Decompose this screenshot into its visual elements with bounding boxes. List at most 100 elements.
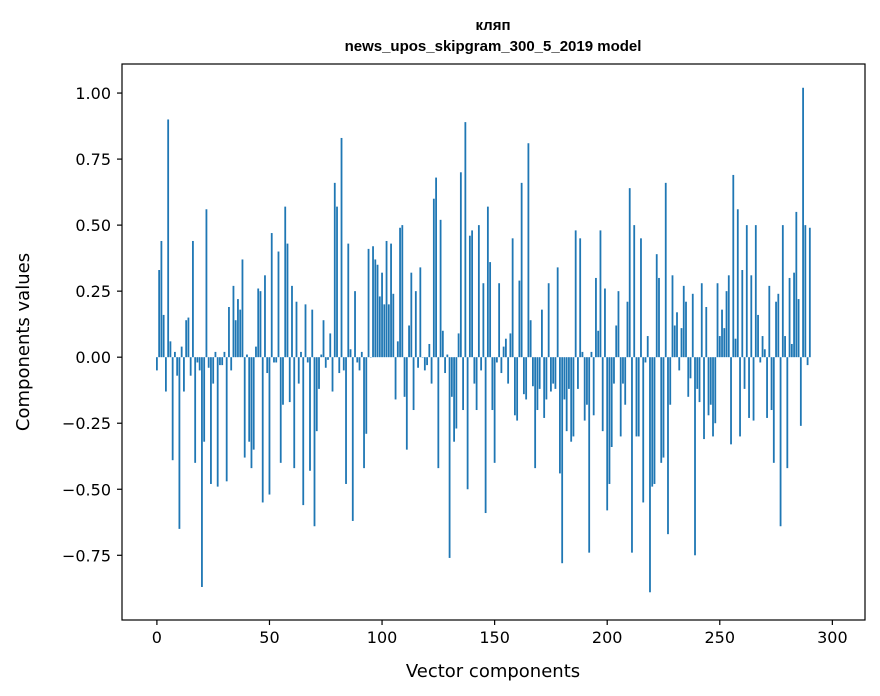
bar <box>631 357 633 553</box>
bar <box>680 328 683 358</box>
bar <box>678 357 681 371</box>
bar <box>592 357 595 416</box>
bar <box>385 240 388 358</box>
bar <box>183 357 185 392</box>
bar <box>676 312 678 358</box>
bar <box>450 357 453 397</box>
bar <box>538 357 541 389</box>
bar <box>554 357 557 389</box>
bar <box>349 349 352 358</box>
bar <box>176 357 179 376</box>
bar <box>268 357 271 495</box>
y-tick-label: 0.50 <box>75 216 111 235</box>
bar <box>455 357 458 429</box>
y-tick-label: −0.75 <box>62 546 111 565</box>
bar <box>187 317 190 358</box>
bar <box>338 357 341 374</box>
bar <box>669 357 672 405</box>
bar <box>291 285 293 358</box>
bar <box>500 357 503 374</box>
bar <box>604 288 606 358</box>
bar <box>725 291 728 358</box>
bar <box>601 357 604 432</box>
bar <box>745 225 748 358</box>
bar <box>734 338 737 358</box>
bar <box>221 357 224 366</box>
bar <box>556 267 559 358</box>
bar <box>595 277 597 358</box>
bar <box>626 301 629 358</box>
bar <box>779 357 782 527</box>
bar <box>700 283 703 358</box>
bar <box>579 238 582 358</box>
bar <box>165 357 167 392</box>
bar <box>802 87 804 358</box>
bar <box>342 357 345 371</box>
bar <box>358 357 361 371</box>
bar <box>439 219 442 358</box>
bar <box>324 357 327 368</box>
bar <box>541 309 543 358</box>
bar <box>383 304 386 358</box>
bar <box>590 351 593 358</box>
bar <box>651 357 654 487</box>
bar <box>610 357 613 447</box>
bar <box>322 320 325 358</box>
bar <box>572 357 575 437</box>
bar <box>527 143 530 358</box>
bar <box>703 357 705 440</box>
bar <box>223 351 226 358</box>
bar <box>174 351 176 358</box>
bar <box>214 351 217 358</box>
bar <box>336 206 338 358</box>
bar <box>732 174 735 358</box>
chart-subtitle: news_upos_skipgram_300_5_2019 model <box>345 38 642 55</box>
bar <box>552 357 555 384</box>
bar <box>430 357 433 384</box>
bar <box>180 346 183 358</box>
bar <box>754 225 757 358</box>
bar <box>694 357 696 556</box>
bar <box>608 357 611 484</box>
x-tick-label: 0 <box>152 628 162 647</box>
bar <box>457 333 460 358</box>
bar <box>570 357 573 442</box>
bar <box>522 357 525 395</box>
bar <box>198 357 201 371</box>
bar <box>532 357 534 387</box>
bar <box>259 291 262 358</box>
bar <box>210 357 212 484</box>
bar <box>716 283 719 358</box>
bar <box>185 320 188 358</box>
bar <box>381 272 383 358</box>
bar <box>288 357 291 403</box>
bar <box>392 293 395 358</box>
bar <box>401 225 404 358</box>
bar <box>635 357 638 437</box>
bar <box>655 254 658 358</box>
bar <box>624 357 627 405</box>
bar <box>642 357 645 503</box>
bar <box>437 357 440 469</box>
bar <box>574 230 577 358</box>
bar <box>707 357 710 416</box>
bar <box>712 357 714 437</box>
bar <box>628 188 631 358</box>
bar <box>203 357 206 442</box>
bar <box>795 211 798 358</box>
bar <box>667 357 669 535</box>
bar <box>228 307 230 358</box>
bar <box>520 182 523 358</box>
bar <box>356 357 359 363</box>
bar <box>723 328 726 358</box>
bar <box>261 357 264 503</box>
bar <box>673 325 676 358</box>
bar <box>730 357 732 445</box>
bar <box>736 209 739 358</box>
bar <box>563 357 566 400</box>
y-axis-label: Components values <box>13 253 34 431</box>
plot-area-frame <box>121 63 866 621</box>
bar <box>568 357 570 389</box>
bar <box>662 357 665 458</box>
bar <box>536 357 539 411</box>
